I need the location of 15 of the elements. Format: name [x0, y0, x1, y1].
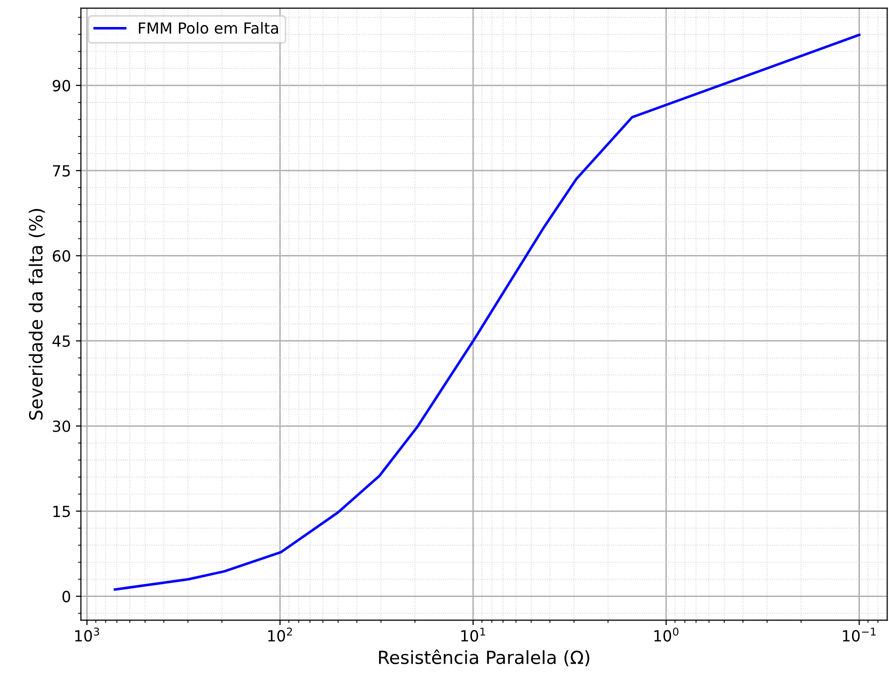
legend-label: FMM Polo em Falta: [138, 22, 278, 34]
y-tick-label: 30: [52, 420, 70, 432]
y-tick-label: 15: [53, 506, 70, 518]
x-tick-label: 10$^{0}$: [654, 628, 678, 642]
x-tick-label: 10$^{2}$: [268, 628, 292, 642]
y-tick-label: 90: [52, 80, 70, 92]
x-axis-title: Resistência Paralela (Ω): [379, 649, 590, 666]
y-axis-title: Severidade da falta (%): [28, 209, 45, 420]
x-tick-label: 10$^{−1}$: [842, 628, 876, 642]
y-tick-label: 60: [52, 250, 70, 262]
y-tick-label: 0: [62, 590, 70, 602]
y-tick-label: 75: [52, 165, 70, 177]
x-tick-label: 10$^{3}$: [75, 628, 100, 642]
x-tick-label: 10$^{1}$: [461, 628, 486, 642]
y-tick-label: 45: [52, 336, 70, 347]
